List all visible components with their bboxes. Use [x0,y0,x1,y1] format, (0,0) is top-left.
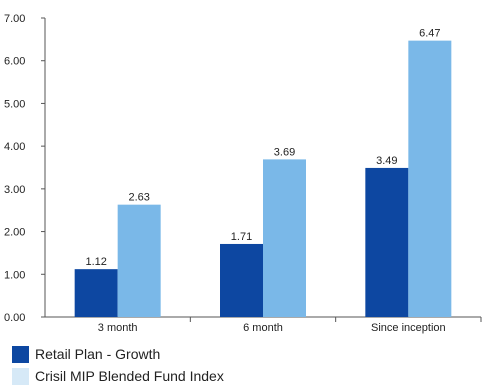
y-tick-label: 1.00 [4,269,25,281]
y-tick-label: 7.00 [4,13,25,25]
legend-label-crisil-index: Crisil MIP Blended Fund Index [35,368,224,384]
legend-item-crisil-index: Crisil MIP Blended Fund Index [12,365,224,387]
bar-crisil-index [117,204,161,317]
y-axis: 0.00 1.00 2.00 3.00 4.00 5.00 6.00 7.00 [4,13,46,324]
y-tick-label: 6.00 [4,56,25,68]
legend-swatch-retail-plan [12,345,29,363]
data-label: 1.12 [85,256,106,268]
x-tick-label: 3 month [98,322,138,334]
bar-retail-plan [365,167,409,317]
bar-crisil-index [263,159,306,317]
y-tick-label: 4.00 [4,141,25,153]
legend: Retail Plan - Growth Crisil MIP Blended … [12,343,224,387]
data-label: 1.71 [231,231,252,243]
legend-label-retail-plan: Retail Plan - Growth [35,346,161,362]
bar-retail-plan [74,269,118,317]
bars [74,40,452,317]
data-label: 2.63 [128,192,149,204]
x-axis: 3 month 6 month Since inception [45,316,482,334]
bar-retail-plan [220,243,263,317]
data-labels: 1.12 2.63 1.71 3.69 3.49 6.47 [85,28,440,269]
x-tick-label: Since inception [371,322,446,334]
legend-swatch-crisil-index [12,367,29,385]
data-label: 3.69 [274,146,295,158]
data-label: 3.49 [376,155,397,167]
data-label: 6.47 [419,28,440,40]
y-tick-label: 2.00 [4,227,25,239]
y-tick-label: 3.00 [4,184,25,196]
x-tick-label: 6 month [243,322,283,334]
bar-crisil-index [408,40,452,317]
y-tick-label: 5.00 [4,98,25,110]
legend-item-retail-plan: Retail Plan - Growth [12,343,224,365]
y-tick-label: 0.00 [4,312,25,324]
bar-chart: 0.00 1.00 2.00 3.00 4.00 5.00 6.00 7.00 3 month… [4,13,482,334]
